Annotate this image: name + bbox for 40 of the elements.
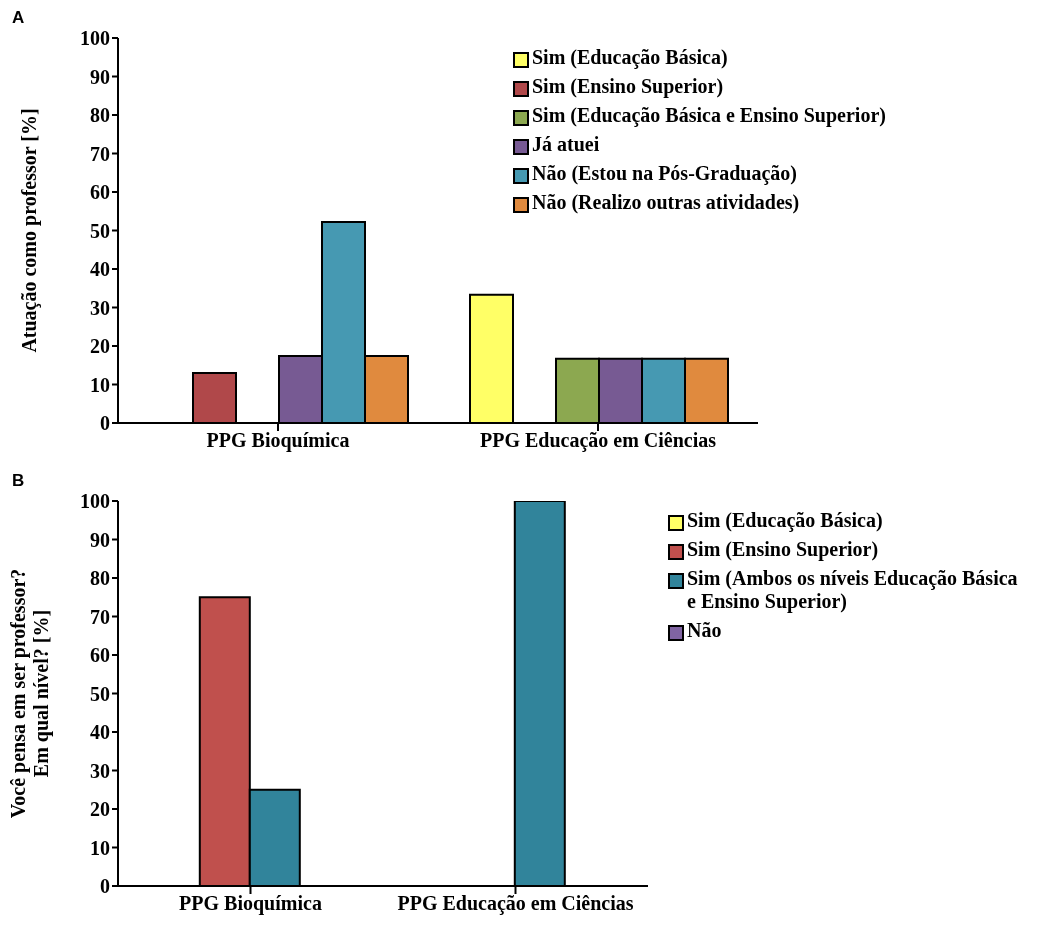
legend-label: Sim (Ensino Superior) [532, 75, 724, 98]
y-tick-label: 0 [100, 412, 110, 435]
y-tick-label: 20 [90, 335, 110, 358]
y-tick-label: 100 [80, 490, 110, 513]
legend-label: Sim (Educação Básica e Ensino Superior) [532, 104, 886, 127]
y-tick-label: 40 [90, 258, 110, 281]
legend-label: Não [687, 619, 722, 642]
y-tick-label: 70 [90, 142, 110, 165]
y-tick-label: 30 [90, 296, 110, 319]
x-tick-label: PPG Educação em Ciências [397, 892, 634, 916]
y-tick-label: 50 [90, 219, 110, 242]
x-tick-label: PPG Educação em Ciências [479, 429, 717, 453]
y-tick-label: 80 [90, 104, 110, 127]
y-axis-title: Você pensa em ser professor? Em qual nível? [%] [7, 568, 53, 819]
y-tick-label: 80 [90, 567, 110, 590]
y-tick-label: 10 [90, 373, 110, 396]
y-tick-label: 20 [90, 798, 110, 821]
legend-label: Sim (Educação Básica) [532, 46, 728, 69]
y-tick-label: 90 [90, 528, 110, 551]
legend-label: Não (Realizo outras atividades) [532, 191, 800, 214]
chart-title: A [12, 8, 25, 28]
legend-label: Sim (Ensino Superior) [687, 538, 879, 561]
legend-label: Sim (Educação Básica) [687, 509, 883, 532]
y-tick-label: 70 [90, 605, 110, 628]
legend-label: Já atuei [532, 133, 600, 156]
y-tick-label: 10 [90, 836, 110, 859]
x-tick-label: PPG Bioquímica [206, 429, 350, 453]
y-tick-label: 60 [90, 644, 110, 667]
y-tick-label: 100 [80, 27, 110, 50]
y-tick-label: 90 [90, 65, 110, 88]
legend-label: Sim (Ambos os níveis Educação Básica e Ensino Superior) [687, 567, 1019, 613]
y-tick-label: 40 [90, 721, 110, 744]
y-axis-title: Atuação como professor [%] [18, 108, 41, 353]
legend-label: Não (Estou na Pós-Graduação) [532, 162, 798, 185]
y-tick-label: 0 [100, 875, 110, 898]
y-tick-label: 50 [90, 682, 110, 705]
chart-title: B [12, 471, 25, 491]
y-tick-label: 60 [90, 181, 110, 204]
y-tick-label: 30 [90, 759, 110, 782]
x-tick-label: PPG Bioquímica [179, 892, 322, 916]
